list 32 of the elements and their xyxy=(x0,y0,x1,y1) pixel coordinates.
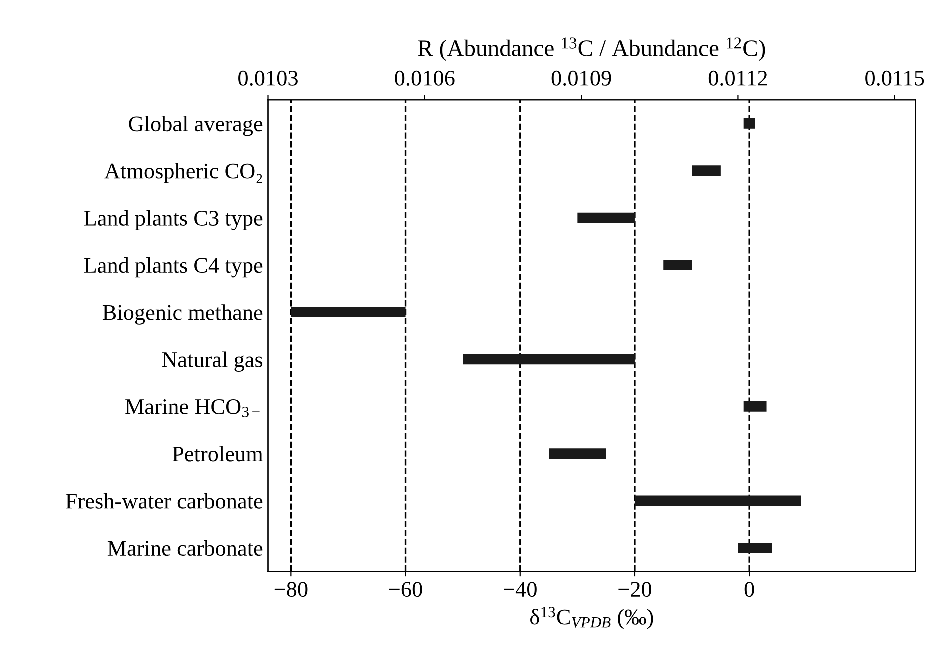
y-tick-label: Land plants C3 type xyxy=(84,210,263,231)
y-tick-label: Marine HCO$_{3−}$ xyxy=(126,399,260,418)
x-axis-title: δ$^{13}$C$_{VPDB}$ (‰) xyxy=(530,607,654,630)
bar xyxy=(664,260,692,270)
bar xyxy=(744,118,756,129)
x-tick-label: −40 xyxy=(504,582,537,598)
x-tick-label: 0 xyxy=(744,582,754,598)
bar xyxy=(549,448,606,459)
x-tick-label: −80 xyxy=(274,582,308,598)
y-tick-label: Atmospheric CO₂ xyxy=(104,163,262,184)
y-tick-label: Marine carbonate xyxy=(108,540,263,556)
x2-axis-title: R (Abundance $^{13}$C / Abundance $^{12}$C) xyxy=(418,38,766,62)
x2-tick-label: 0.0112 xyxy=(708,70,768,86)
y-tick-label: Fresh-water carbonate xyxy=(66,493,263,509)
x2-tick-label: 0.0109 xyxy=(552,70,612,86)
y-tick-label: Biogenic methane xyxy=(102,304,263,325)
bar xyxy=(692,166,721,176)
x2-tick-label: 0.0106 xyxy=(395,70,455,86)
bar xyxy=(744,401,767,412)
y-tick-label: Land plants C4 type xyxy=(84,257,263,278)
bar xyxy=(291,307,406,318)
bar xyxy=(634,496,802,506)
x-tick-label: −20 xyxy=(618,582,652,598)
bar xyxy=(578,212,635,224)
bar xyxy=(738,542,772,554)
x2-tick-label: 0.0103 xyxy=(238,70,298,86)
y-tick-label: Global average xyxy=(129,116,263,136)
bar xyxy=(463,354,635,365)
x2-tick-label: 0.0115 xyxy=(866,70,924,86)
y-tick-label: Natural gas xyxy=(162,352,263,372)
y-tick-label: Petroleum xyxy=(172,446,264,462)
x-tick-label: −60 xyxy=(390,582,422,598)
